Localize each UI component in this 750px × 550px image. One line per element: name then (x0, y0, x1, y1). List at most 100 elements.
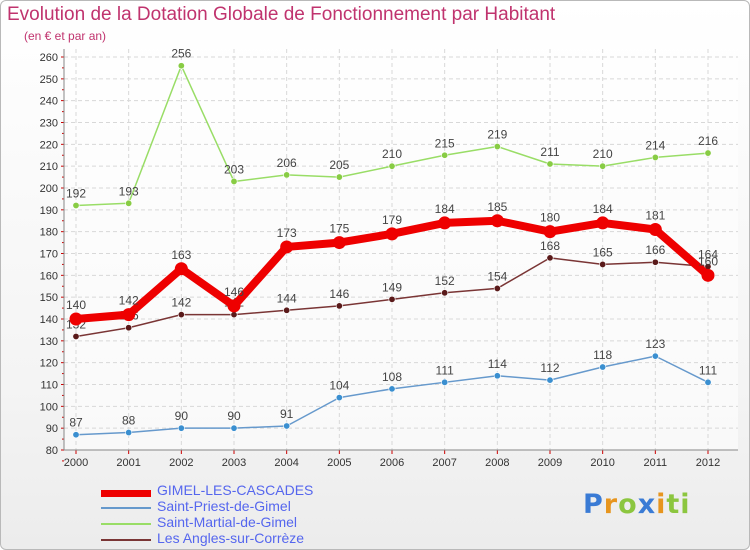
data-label: 144 (277, 291, 297, 305)
data-label: 192 (66, 186, 86, 200)
data-label: 211 (540, 145, 559, 159)
line-chart: 8090100110120130140150160170180190200210… (40, 47, 738, 469)
data-label: 146 (329, 287, 349, 301)
data-point (441, 378, 449, 386)
x-tick-label: 2005 (327, 457, 351, 469)
y-tick-label: 110 (40, 380, 58, 392)
logo-letter: i (680, 489, 691, 520)
legend-swatch (101, 523, 151, 525)
data-label: 181 (645, 208, 665, 222)
y-tick-label: 240 (40, 96, 58, 108)
y-tick-label: 120 (40, 358, 58, 370)
data-label: 111 (436, 363, 455, 377)
data-label: 87 (69, 416, 83, 430)
legend-label: Saint-Martial-de-Gimel (157, 514, 298, 530)
data-label: 179 (382, 213, 402, 227)
x-tick-label: 2007 (432, 457, 456, 469)
x-tick-label: 2010 (590, 457, 614, 469)
data-label: 210 (593, 147, 613, 161)
logo-letter: r (603, 489, 619, 520)
data-point (283, 422, 291, 430)
x-tick-label: 2012 (696, 457, 720, 469)
data-point (388, 295, 396, 303)
data-point (335, 173, 343, 181)
data-point (543, 225, 557, 239)
data-label: 108 (382, 370, 402, 384)
data-point (283, 171, 291, 179)
x-tick-label: 2003 (222, 457, 246, 469)
y-tick-label: 260 (40, 52, 58, 64)
data-label: 112 (540, 361, 559, 375)
data-point (546, 254, 554, 262)
y-tick-label: 90 (46, 423, 58, 435)
data-label: 216 (698, 134, 718, 148)
data-point (230, 424, 238, 432)
data-label: 165 (593, 245, 613, 259)
data-point (651, 352, 659, 360)
y-tick-label: 170 (40, 249, 58, 261)
x-tick-label: 2009 (538, 457, 562, 469)
data-point (125, 429, 133, 437)
data-label: 152 (435, 274, 455, 288)
data-label: 180 (540, 211, 560, 225)
data-point (704, 149, 712, 157)
x-tick-label: 2011 (644, 457, 668, 469)
data-label: 175 (329, 222, 349, 236)
x-tick-label: 2002 (169, 457, 193, 469)
data-point (69, 312, 83, 326)
data-label: 88 (122, 414, 136, 428)
data-point (651, 153, 659, 161)
proxiti-logo: Proxiti (583, 489, 691, 520)
data-point (227, 299, 241, 313)
logo-letter: P (583, 489, 604, 520)
data-point (493, 143, 501, 151)
data-point (177, 424, 185, 432)
x-tick-label: 2000 (64, 457, 88, 469)
data-label: 184 (593, 202, 613, 216)
data-label: 185 (487, 200, 507, 214)
data-label: 256 (171, 47, 191, 61)
data-label: 90 (227, 409, 241, 423)
x-tick-label: 2008 (485, 457, 509, 469)
x-tick-label: 2006 (380, 457, 404, 469)
data-point (385, 227, 399, 241)
data-label: 206 (277, 156, 297, 170)
legend-swatch (101, 490, 151, 497)
data-label: 215 (435, 136, 455, 150)
data-label: 104 (329, 379, 349, 393)
legend-label: GIMEL-LES-CASCADES (157, 482, 314, 498)
chart-subtitle: (en € et par an) (24, 29, 107, 43)
legend-label: Saint-Priest-de-Gimel (157, 498, 291, 514)
data-label: 118 (593, 348, 612, 362)
data-label: 146 (224, 285, 244, 299)
x-tick-label: 2001 (116, 457, 140, 469)
y-tick-label: 80 (46, 445, 58, 457)
logo-letter: x (637, 489, 657, 520)
data-point (335, 394, 343, 402)
data-point (283, 306, 291, 314)
plot-area (64, 49, 738, 450)
data-point (546, 160, 554, 168)
y-tick-label: 150 (40, 292, 58, 304)
data-label: 164 (698, 248, 718, 262)
data-point (599, 162, 607, 170)
data-point (177, 311, 185, 319)
logo-letter: o (618, 489, 638, 520)
data-label: 123 (645, 337, 665, 351)
data-point (72, 201, 80, 209)
data-point (125, 324, 133, 332)
data-point (280, 240, 294, 254)
data-label: 154 (487, 269, 507, 283)
y-tick-label: 250 (40, 74, 58, 86)
data-label: 210 (382, 147, 402, 161)
data-point (648, 222, 662, 236)
data-label: 111 (699, 363, 718, 377)
data-point (599, 260, 607, 268)
data-label: 163 (171, 248, 191, 262)
data-label: 140 (66, 298, 86, 312)
y-tick-label: 130 (40, 336, 58, 348)
data-point (230, 177, 238, 185)
x-tick-label: 2004 (274, 457, 298, 469)
data-label: 184 (435, 202, 455, 216)
data-point (441, 151, 449, 159)
